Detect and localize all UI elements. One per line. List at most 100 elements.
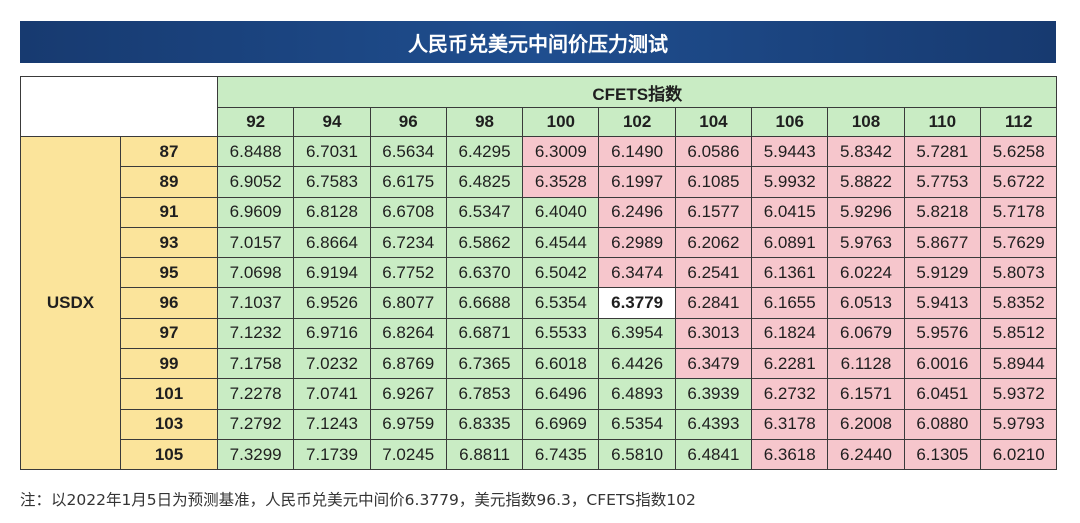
value-cell: 7.0157 xyxy=(216,226,295,259)
value-cell: 6.0451 xyxy=(903,378,981,410)
value-cell: 6.3939 xyxy=(674,378,753,410)
value-cell: 6.7435 xyxy=(522,438,600,471)
value-cell: 5.8218 xyxy=(903,196,981,228)
value-cell: 6.9716 xyxy=(293,317,371,350)
value-cell: 6.3178 xyxy=(751,408,829,440)
value-cell: 6.4393 xyxy=(674,408,753,440)
value-cell: 6.5042 xyxy=(522,257,600,289)
usdx-header: USDX xyxy=(20,135,121,471)
value-cell: 6.3618 xyxy=(751,438,829,471)
value-cell: 6.5810 xyxy=(598,438,676,471)
value-cell: 7.1232 xyxy=(216,317,295,350)
table-row: 95 7.0698 6.9194 6.7752 6.6370 6.5042 6.3474 6.… xyxy=(21,257,1058,289)
value-cell: 6.0210 xyxy=(979,438,1058,471)
value-cell: 6.7031 xyxy=(293,135,371,168)
value-cell: 5.9763 xyxy=(827,226,905,259)
value-cell: 6.4893 xyxy=(598,378,676,410)
table-row: 103 7.2792 7.1243 6.9759 6.8335 6.6969 6.5354 6… xyxy=(21,408,1058,440)
value-cell: 6.4841 xyxy=(674,438,753,471)
value-cell: 5.8352 xyxy=(979,287,1058,319)
cfets-column-header: 94 xyxy=(293,107,371,137)
value-cell: 7.0232 xyxy=(293,348,371,380)
value-cell: 6.5354 xyxy=(598,408,676,440)
table-row: 89 6.9052 6.7583 6.6175 6.4825 6.3528 6.1997 6.… xyxy=(21,166,1058,198)
value-cell: 7.2792 xyxy=(216,408,295,440)
usdx-row-label: 99 xyxy=(120,348,218,380)
value-cell: 6.6018 xyxy=(522,348,600,380)
value-cell: 6.4426 xyxy=(598,348,676,380)
value-cell: 6.4825 xyxy=(445,166,524,198)
value-cell: 6.9267 xyxy=(369,378,447,410)
value-cell: 5.8512 xyxy=(979,317,1058,350)
table-row: 93 7.0157 6.8664 6.7234 6.5862 6.4544 6.2989 6.… xyxy=(21,226,1058,259)
usdx-row-label: 105 xyxy=(120,438,218,471)
value-cell: 6.4544 xyxy=(522,226,600,259)
value-cell: 5.7629 xyxy=(979,226,1058,259)
cfets-column-header: 92 xyxy=(216,107,295,137)
value-cell: 5.8073 xyxy=(979,257,1058,289)
value-cell: 6.1824 xyxy=(751,317,829,350)
usdx-row-label: 95 xyxy=(120,257,218,289)
table-row: 101 7.2278 7.0741 6.9267 6.7853 6.6496 6.4893 6… xyxy=(21,378,1058,410)
value-cell: 6.6708 xyxy=(369,196,447,228)
usdx-row-label: 97 xyxy=(120,317,218,350)
table-row: USDX 87 6.8488 6.7031 6.5634 6.4295 6.3009 6.14… xyxy=(20,135,1058,471)
cfets-column-header: 102 xyxy=(598,107,676,137)
table-row: 97 7.1232 6.9716 6.8264 6.6871 6.5533 6.3954 6.… xyxy=(21,317,1058,350)
table-row: 105 7.3299 7.1739 7.0245 6.8811 6.7435 6.5810 6… xyxy=(21,438,1058,471)
usdx-row-label: 101 xyxy=(120,378,218,410)
value-cell: 6.7583 xyxy=(293,166,371,198)
value-cell: 5.9296 xyxy=(827,196,905,228)
value-cell: 6.0679 xyxy=(827,317,905,350)
usdx-row-label: 91 xyxy=(120,196,218,228)
cfets-column-header: 96 xyxy=(369,107,447,137)
value-cell: 6.0880 xyxy=(903,408,981,440)
value-cell: 5.7178 xyxy=(979,196,1058,228)
usdx-row-label: 87 xyxy=(120,135,218,168)
cfets-header: CFETS指数 xyxy=(216,76,1058,108)
value-cell: 6.9609 xyxy=(216,196,295,228)
cfets-column-header: 104 xyxy=(674,107,753,137)
value-cell: 6.8488 xyxy=(216,135,295,168)
value-cell: 6.5634 xyxy=(369,135,447,168)
value-cell: 6.8769 xyxy=(369,348,447,380)
value-cell: 6.7365 xyxy=(445,348,524,380)
value-cell: 7.1037 xyxy=(216,287,295,319)
value-cell: 7.0741 xyxy=(293,378,371,410)
value-cell: 6.3474 xyxy=(598,257,676,289)
value-cell: 6.6370 xyxy=(445,257,524,289)
usdx-row-label: 103 xyxy=(120,408,218,440)
value-cell: 6.7853 xyxy=(445,378,524,410)
value-cell: 6.5347 xyxy=(445,196,524,228)
value-cell: 6.5862 xyxy=(445,226,524,259)
value-cell: 6.1571 xyxy=(827,378,905,410)
value-cell: 6.7234 xyxy=(369,226,447,259)
value-cell: 6.6175 xyxy=(369,166,447,198)
value-cell: 6.0513 xyxy=(827,287,905,319)
value-cell: 5.6722 xyxy=(979,166,1058,198)
value-cell: 5.8944 xyxy=(979,348,1058,380)
value-cell: 6.1577 xyxy=(674,196,753,228)
value-cell: 6.2989 xyxy=(598,226,676,259)
value-cell: 6.0016 xyxy=(903,348,981,380)
value-cell: 6.1490 xyxy=(598,135,676,168)
chart-title: 人民币兑美元中间价压力测试 xyxy=(20,21,1056,63)
footnote: 注：以2022年1月5日为预测基准，人民币兑美元中间价6.3779，美元指数96… xyxy=(20,491,696,509)
value-cell: 6.2008 xyxy=(827,408,905,440)
value-cell: 5.9932 xyxy=(751,166,829,198)
value-cell: 7.0698 xyxy=(216,257,295,289)
value-cell: 6.4295 xyxy=(445,135,524,168)
value-cell: 7.3299 xyxy=(216,438,295,471)
value-cell: 6.1128 xyxy=(827,348,905,380)
value-cell: 6.8811 xyxy=(445,438,524,471)
value-cell: 6.2732 xyxy=(751,378,829,410)
value-cell: 5.9576 xyxy=(903,317,981,350)
value-cell: 7.1739 xyxy=(293,438,371,471)
usdx-row-label: 93 xyxy=(120,226,218,259)
value-cell: 6.4040 xyxy=(522,196,600,228)
value-cell: 5.8822 xyxy=(827,166,905,198)
value-cell: 6.1085 xyxy=(674,166,753,198)
cfets-column-header: 108 xyxy=(827,107,905,137)
value-cell: 6.6871 xyxy=(445,317,524,350)
value-cell: 6.0415 xyxy=(751,196,829,228)
